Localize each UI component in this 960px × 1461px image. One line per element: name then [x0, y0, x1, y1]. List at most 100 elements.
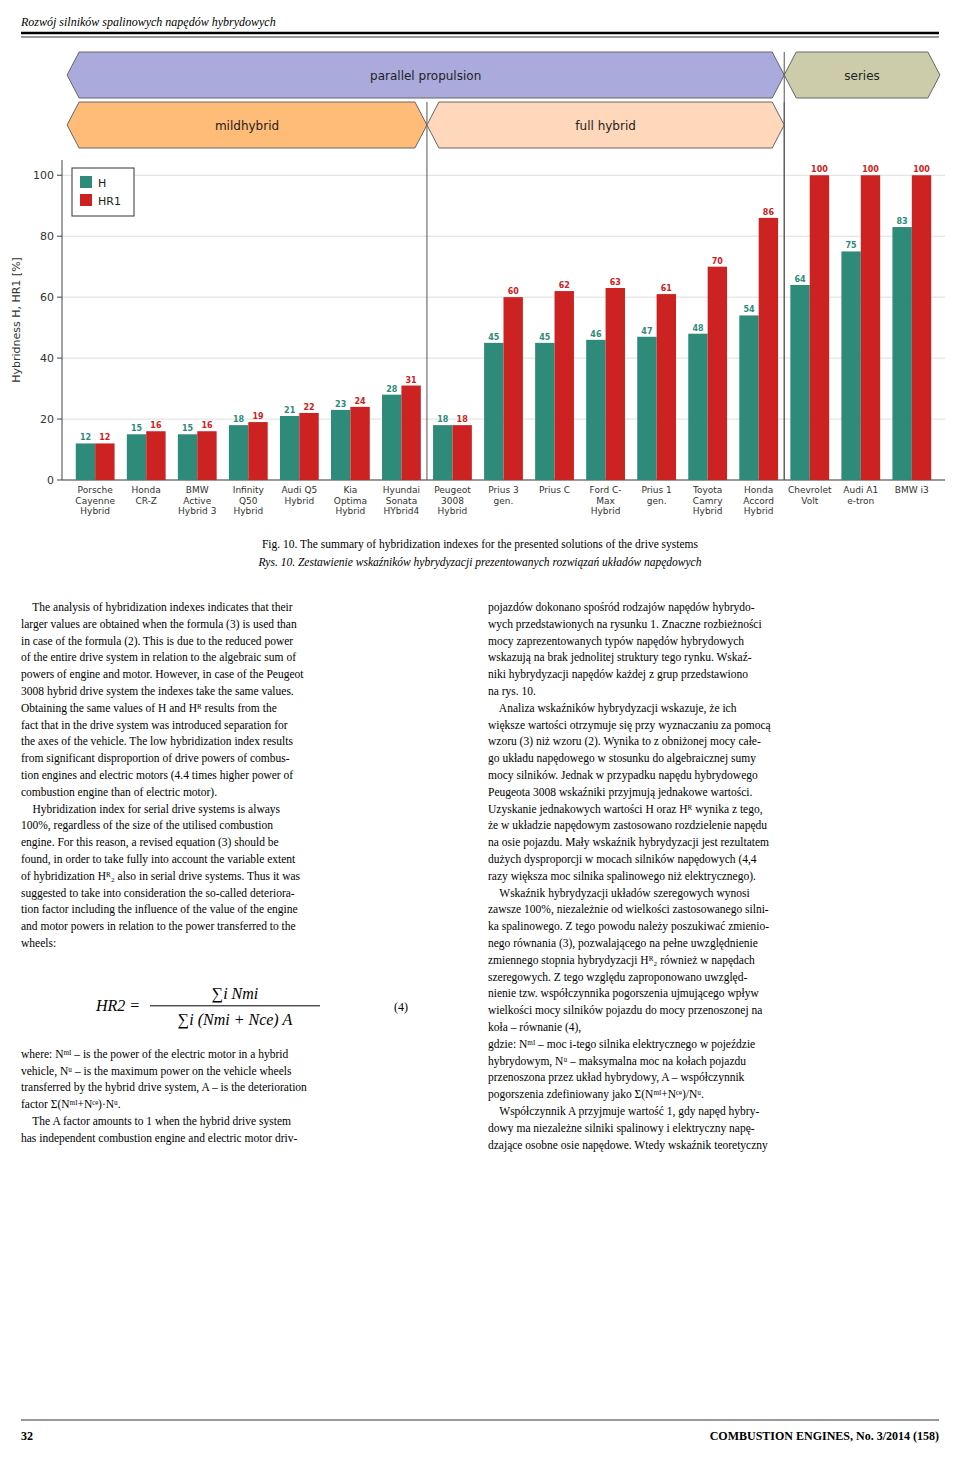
- y-tick: [57, 236, 62, 237]
- x-tick-label: InfinityQ50Hybrid: [233, 485, 265, 516]
- formula-numerator: ∑i Nmi: [212, 985, 259, 1003]
- x-tick-label-line: Kia: [343, 485, 357, 495]
- body-text-left: of hybridization Hᴿ₂ also in serial driv…: [21, 870, 301, 883]
- data-label: 18: [457, 415, 469, 424]
- x-tick-label-line: Audi A1: [843, 485, 878, 495]
- bar: [810, 175, 829, 480]
- x-tick-label-line: Accord: [743, 496, 774, 506]
- x-tick-label-line: 3008: [441, 496, 464, 506]
- x-tick-label-line: Ford C-: [590, 485, 622, 495]
- x-tick-label-line: Cayenne: [75, 496, 115, 506]
- body-text-right: szeregowych. Z tego względu zaproponowan…: [488, 971, 747, 984]
- body-text-left: from significant disproportion of drive …: [21, 752, 290, 765]
- data-label: 48: [692, 324, 704, 333]
- body-text-left: factor Σ(Nᵐᴵ+Nᶜᵉ)·Nᵘ.: [21, 1098, 121, 1111]
- x-tick-label-line: Hybrid: [744, 506, 774, 516]
- x-tick-label: BMW i3: [895, 485, 929, 495]
- x-tick-label-line: Volt: [801, 496, 818, 506]
- data-label: 83: [897, 217, 908, 226]
- body-text-left: Hybridization index for serial drive sys…: [21, 803, 281, 816]
- x-tick-label-line: Prius 1: [641, 485, 671, 495]
- bar: [178, 434, 197, 480]
- y-tick-label: 40: [40, 352, 54, 365]
- bar: [382, 395, 401, 480]
- separator: [426, 102, 427, 480]
- x-tick-label-line: Sonata: [386, 496, 417, 506]
- x-tick-label-line: Hybrid: [80, 506, 110, 516]
- bar: [637, 337, 656, 480]
- bar: [759, 218, 778, 480]
- x-tick-label-line: e-tron: [847, 496, 874, 506]
- bar: [657, 294, 676, 480]
- body-text-right: hybrydowym, Nᵘ – maksymalna moc na kołac…: [488, 1055, 746, 1068]
- body-text-right: go układu napędowego w stosunku do algeb…: [488, 752, 756, 765]
- bar: [248, 422, 267, 480]
- bar: [484, 343, 503, 480]
- formula-lhs: HR2 =: [95, 997, 140, 1014]
- body-text-right: pogorszenia zdefiniowany jako Σ(Nᵐᴵ+Nᶜᵉ)…: [488, 1088, 704, 1101]
- x-tick-label-line: Chevrolet: [788, 485, 832, 495]
- data-label: 24: [355, 397, 367, 406]
- body-text-right: gdzie: Nᵐᴵ – moc i-tego silnika elektryc…: [488, 1038, 755, 1051]
- body-text-right: koła – równanie (4),: [488, 1021, 581, 1034]
- y-tick: [57, 175, 62, 176]
- bar: [688, 334, 707, 480]
- bar: [452, 425, 471, 480]
- x-tick-label-line: Hyundai: [383, 485, 420, 495]
- body-text-left: powers of engine and motor. However, in …: [21, 668, 304, 681]
- data-label: 46: [590, 330, 602, 339]
- body-text-left: in case of the formula (2). This is due …: [21, 635, 293, 648]
- body-text-right: nienie tzw. współczynnika pogorszenia uj…: [488, 987, 759, 1000]
- y-tick-label: 60: [40, 291, 54, 304]
- body-text-right: Wskaźnik hybrydyzacji układów szeregowyc…: [488, 887, 750, 900]
- x-tick-label-line: Hybrid 3: [178, 506, 216, 516]
- data-label: 100: [811, 165, 828, 174]
- body-text-left: where: Nᵐᴵ – is the power of the electri…: [21, 1048, 288, 1061]
- separator: [784, 52, 785, 480]
- body-text-left: has independent combustion engine and el…: [21, 1132, 297, 1145]
- body-text-right: Współczynnik A przyjmuje wartość 1, gdy …: [488, 1105, 759, 1118]
- x-tick-label-line: BMW i3: [895, 485, 929, 495]
- chevron: [784, 52, 940, 98]
- body-text-left: the axes of the vehicle. The low hybridi…: [21, 735, 293, 748]
- legend-entry: HR1: [98, 195, 121, 208]
- x-tick-label-line: Porsche: [78, 485, 114, 495]
- x-tick-label-line: Q50: [239, 496, 258, 506]
- data-label: 16: [150, 421, 162, 430]
- legend-swatch: [80, 194, 92, 206]
- body-text-left: larger values are obtained when the form…: [21, 618, 297, 631]
- body-text-right: na osie pojazdu. Mały wskaźnik hybrydyza…: [488, 836, 769, 849]
- x-tick-label-line: Max: [596, 496, 615, 506]
- data-label: 63: [610, 278, 621, 287]
- page: Rozwój silników spalinowych napędów hybr…: [0, 0, 960, 1461]
- data-label: 12: [99, 433, 110, 442]
- footer-rule: [21, 1420, 939, 1421]
- x-tick-label-line: Honda: [132, 485, 161, 495]
- chevron: [67, 102, 427, 148]
- grid: [62, 175, 945, 480]
- bar: [504, 297, 523, 480]
- body-text-right: że w układzie napędowym zastosowano rozd…: [488, 819, 767, 832]
- body-text-left: The A factor amounts to 1 when the hybri…: [21, 1115, 291, 1128]
- chevron: [67, 52, 784, 98]
- bar: [606, 288, 625, 480]
- bar: [331, 410, 350, 480]
- body-text-right: dzające osobne osie napędowe. Wtedy wska…: [488, 1139, 768, 1152]
- x-tick-label-line: Hybrid: [591, 506, 621, 516]
- body-text-left: transferred by the hybrid drive system, …: [21, 1081, 307, 1094]
- x-tick-label-line: gen.: [494, 496, 514, 506]
- x-tick-label-line: Hybrid: [284, 496, 314, 506]
- x-tick-label: Audi A1e-tron: [843, 485, 878, 506]
- y-tick-label: 100: [33, 169, 54, 182]
- data-label: 16: [201, 421, 213, 430]
- data-label: 15: [131, 424, 143, 433]
- legend-entry: H: [98, 177, 106, 190]
- body-text-right: mocy zaprezentowanych typów napędów hybr…: [488, 635, 744, 648]
- bar: [861, 175, 880, 480]
- bar: [739, 315, 758, 480]
- x-tick-label-line: Hybrid: [336, 506, 366, 516]
- separator: [784, 102, 785, 480]
- annotation: full hybrid: [575, 119, 636, 133]
- body-text-right: ka spalinowego. Z tego powodu należy pos…: [488, 920, 769, 933]
- bar: [229, 425, 248, 480]
